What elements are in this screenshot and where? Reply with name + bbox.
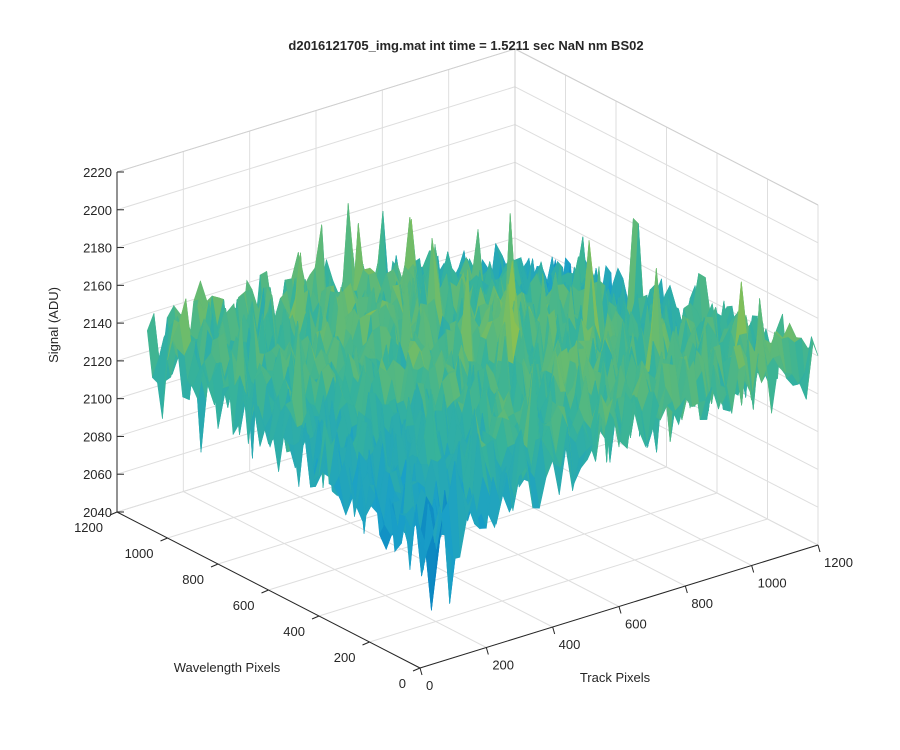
x-tick-mark (751, 565, 755, 573)
surface-patch (414, 512, 427, 577)
x-tick-label: 0 (426, 678, 433, 693)
y-tick-mark (362, 641, 370, 646)
x-tick-mark (684, 585, 688, 594)
z-tick-label: 2040 (83, 505, 112, 520)
z-tick-label: 2080 (83, 429, 112, 444)
x-tick-label: 400 (559, 637, 581, 652)
z-tick-label: 2100 (83, 392, 112, 407)
back-wall-grid-line-z (116, 86, 516, 211)
x-tick-label: 1200 (824, 555, 853, 570)
z-tick-label: 2160 (83, 278, 112, 293)
x-tick-mark (552, 626, 556, 635)
y-tick-mark (311, 615, 320, 620)
y-tick-label: 1200 (74, 520, 103, 535)
z-tick-label: 2140 (83, 316, 112, 331)
side-top-edge (514, 48, 819, 206)
back-wall-grid-line-z (116, 161, 516, 286)
y-tick-label: 600 (233, 598, 255, 613)
axes-frame (109, 171, 821, 676)
y-tick-mark (210, 563, 219, 568)
z-tick-label: 2180 (83, 241, 112, 256)
y-tick-label: 0 (399, 676, 406, 691)
floor-grid-line-y (318, 492, 718, 617)
x-tick-label: 600 (625, 617, 647, 632)
x-tick-mark (618, 606, 622, 614)
y-tick-label: 200 (334, 650, 356, 665)
back-wall-grid-line-z (116, 124, 516, 249)
x-tick-mark (817, 544, 821, 553)
floor-grid-line-y (268, 466, 667, 591)
y-tick-mark (261, 589, 269, 594)
x-tick-label: 1000 (758, 576, 787, 591)
z-tick-label: 2200 (83, 203, 112, 218)
side-wall-grid-line-z (514, 124, 819, 282)
side-wall-grid-line-z (514, 161, 819, 319)
x-tick-label: 200 (492, 658, 514, 673)
x-tick-label: 800 (691, 596, 713, 611)
y-tick-label: 800 (182, 572, 204, 587)
y-tick-label: 400 (283, 624, 305, 639)
tick-labels: 0 200 400 600 800 1000 1200 0 200 400 600 800 1000 12… (74, 165, 853, 693)
surface-mesh (146, 203, 819, 611)
x-tick-mark (485, 647, 489, 655)
y-tick-mark (160, 537, 168, 542)
floor-grid-line-y (369, 518, 768, 643)
chart-title: d2016121705_img.mat int time = 1.5211 se… (288, 38, 643, 53)
y-tick-mark (109, 511, 118, 516)
x-axis-label: Track Pixels (580, 670, 651, 685)
y-tick-label: 1000 (125, 546, 154, 561)
z-tick-label: 2060 (83, 467, 112, 482)
back-top-edge (116, 48, 516, 173)
side-wall-grid-line-z (514, 199, 819, 357)
y-tick-mark (412, 667, 421, 672)
z-tick-label: 2220 (83, 165, 112, 180)
side-wall-grid-line-z (514, 86, 819, 244)
z-tick-label: 2120 (83, 354, 112, 369)
y-axis-label: Wavelength Pixels (174, 660, 281, 675)
z-axis-label: Signal (ADU) (46, 287, 61, 363)
x-tick-mark (419, 667, 423, 676)
